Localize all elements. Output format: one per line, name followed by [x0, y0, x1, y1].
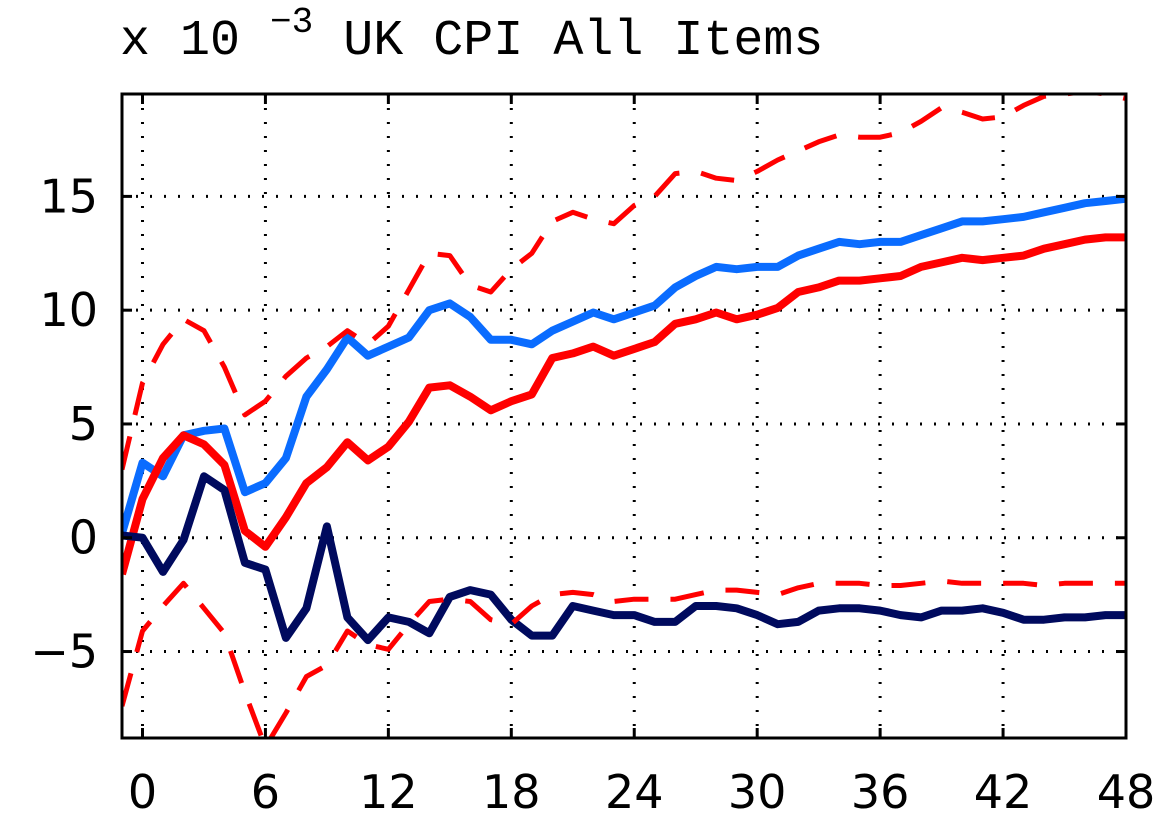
series-line-4-dashed — [122, 94, 1126, 471]
y-tick-labels: 15 10 5 0 −5 — [30, 169, 98, 678]
series-line-3 — [122, 472, 1126, 645]
y-tick-label: 5 — [69, 397, 98, 451]
y-tick-label: −5 — [30, 625, 98, 679]
x-tick-label: 12 — [359, 765, 418, 819]
chart-title: x 10 −3 UK CPI All Items — [120, 0, 823, 70]
x-tick-label: 6 — [251, 765, 280, 819]
x-tick-label: 18 — [482, 765, 541, 819]
x-tick-label: 30 — [728, 765, 787, 819]
x-tick-label: 42 — [974, 765, 1033, 819]
y-tick-label: 15 — [39, 169, 98, 223]
x-tick-labels: 0 6 12 18 24 30 36 42 48 — [128, 765, 1155, 819]
y-tick-label: 10 — [39, 283, 98, 337]
x-tick-label: 0 — [128, 765, 157, 819]
title-text: UK CPI All Items — [343, 13, 823, 70]
scale-prefix: x 10 — [120, 13, 240, 70]
x-tick-label: 48 — [1097, 765, 1156, 819]
y-tick-label: 0 — [69, 511, 98, 565]
series-group — [122, 94, 1126, 738]
series-line-2 — [122, 233, 1126, 576]
grid — [122, 94, 1128, 738]
ticks — [122, 94, 1128, 738]
x-tick-label: 36 — [851, 765, 910, 819]
plot-frame — [120, 92, 1128, 740]
x-tick-label: 24 — [605, 765, 664, 819]
scale-exponent: −3 — [270, 2, 313, 43]
series-line-1 — [122, 194, 1126, 535]
series-line-5-dashed — [122, 578, 1126, 738]
